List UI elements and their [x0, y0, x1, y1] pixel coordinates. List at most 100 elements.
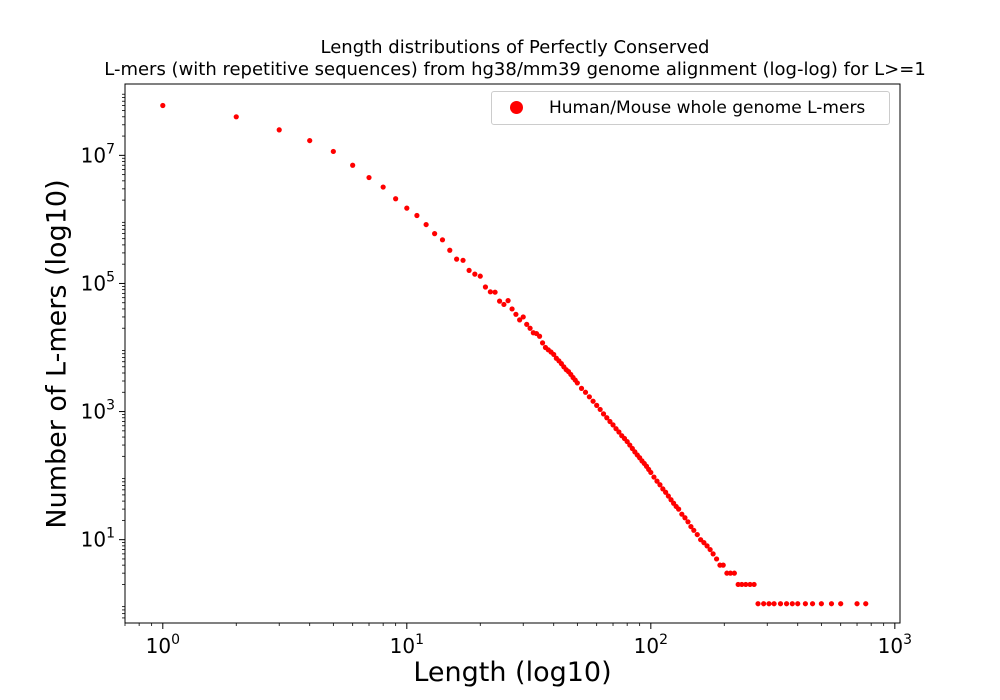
data-point	[607, 418, 613, 425]
data-point	[818, 601, 824, 607]
data-point	[505, 298, 511, 304]
data-point	[665, 493, 671, 499]
data-point	[447, 247, 453, 253]
data-point	[735, 581, 741, 588]
data-point	[330, 148, 336, 155]
data-point	[713, 556, 720, 562]
data-point	[536, 333, 543, 339]
data-point	[809, 601, 816, 607]
data-point	[604, 415, 610, 421]
data-point	[366, 174, 372, 181]
data-point	[423, 221, 429, 228]
y-axis-ticks: 101 103 105 107	[81, 93, 125, 619]
data-point	[610, 422, 616, 428]
data-point	[597, 406, 603, 413]
data-point	[527, 325, 533, 331]
data-point	[651, 474, 657, 480]
y-tick-label: 105	[81, 269, 115, 295]
axes-frame	[124, 83, 901, 624]
data-point	[755, 601, 761, 607]
data-point	[414, 212, 420, 219]
data-point	[460, 257, 466, 263]
data-point	[663, 489, 669, 495]
data-point	[751, 581, 757, 588]
legend-label: Human/Mouse whole genome L-mers	[549, 98, 866, 118]
data-point	[509, 306, 515, 312]
data-point	[404, 205, 410, 211]
x-tick-label: 103	[878, 632, 912, 658]
data-point	[694, 531, 700, 538]
data-point	[720, 562, 726, 568]
data-point	[783, 601, 790, 607]
data-point	[802, 601, 808, 607]
data-point	[600, 411, 607, 417]
data-point	[682, 515, 688, 521]
data-point	[594, 402, 600, 408]
data-point	[648, 469, 654, 476]
data-point	[828, 601, 835, 607]
data-point	[685, 519, 691, 525]
data-point	[707, 546, 713, 553]
data-point	[676, 506, 682, 512]
data-point	[380, 184, 386, 190]
data-point	[766, 601, 772, 607]
x-tick-label: 101	[390, 632, 424, 658]
data-point	[771, 601, 777, 607]
y-tick-label: 101	[81, 526, 115, 552]
y-tick-label: 107	[81, 141, 115, 167]
data-point	[657, 482, 663, 488]
data-point	[513, 311, 519, 317]
data-point	[590, 398, 596, 404]
chart-title-line-2: L-mers (with repetitive sequences) from …	[104, 59, 926, 80]
data-point	[654, 478, 660, 484]
data-point	[496, 298, 503, 304]
data-point	[582, 389, 589, 395]
data-point	[724, 570, 730, 576]
x-tick-label: 100	[146, 632, 180, 658]
data-points	[160, 102, 869, 607]
y-axis-label: Number of L-mers (log10)	[41, 179, 73, 529]
data-point	[574, 380, 580, 386]
data-point	[517, 317, 523, 323]
data-point	[477, 273, 483, 279]
data-point	[586, 394, 592, 400]
data-point	[466, 267, 472, 273]
y-tick-label: 103	[81, 398, 115, 424]
data-point	[777, 601, 784, 607]
x-axis-ticks: 100 101 102 103	[124, 623, 912, 658]
data-point	[731, 570, 737, 576]
data-point	[701, 540, 707, 546]
legend-marker	[510, 101, 523, 114]
data-point	[432, 231, 438, 237]
data-point	[487, 289, 493, 295]
data-point	[795, 601, 801, 607]
data-point	[743, 581, 749, 588]
data-point	[854, 601, 860, 607]
data-point	[691, 527, 697, 533]
data-point	[501, 301, 507, 308]
data-point	[524, 321, 530, 327]
data-point	[160, 102, 166, 109]
data-point	[710, 551, 716, 557]
data-point	[276, 127, 282, 133]
data-point	[747, 581, 753, 588]
data-point	[454, 256, 460, 262]
data-point	[233, 114, 239, 120]
x-tick-label: 102	[634, 632, 668, 658]
data-point	[492, 289, 498, 295]
data-point	[863, 601, 869, 607]
data-point	[761, 601, 767, 607]
data-point	[688, 523, 694, 530]
data-point	[393, 196, 399, 202]
data-point	[578, 385, 585, 391]
data-point	[482, 284, 489, 290]
data-point	[539, 340, 546, 346]
data-point	[307, 137, 313, 144]
data-point	[350, 162, 356, 168]
data-point	[439, 237, 446, 243]
data-point	[551, 351, 557, 358]
data-point	[679, 511, 685, 517]
x-axis-label: Length (log10)	[413, 657, 612, 688]
